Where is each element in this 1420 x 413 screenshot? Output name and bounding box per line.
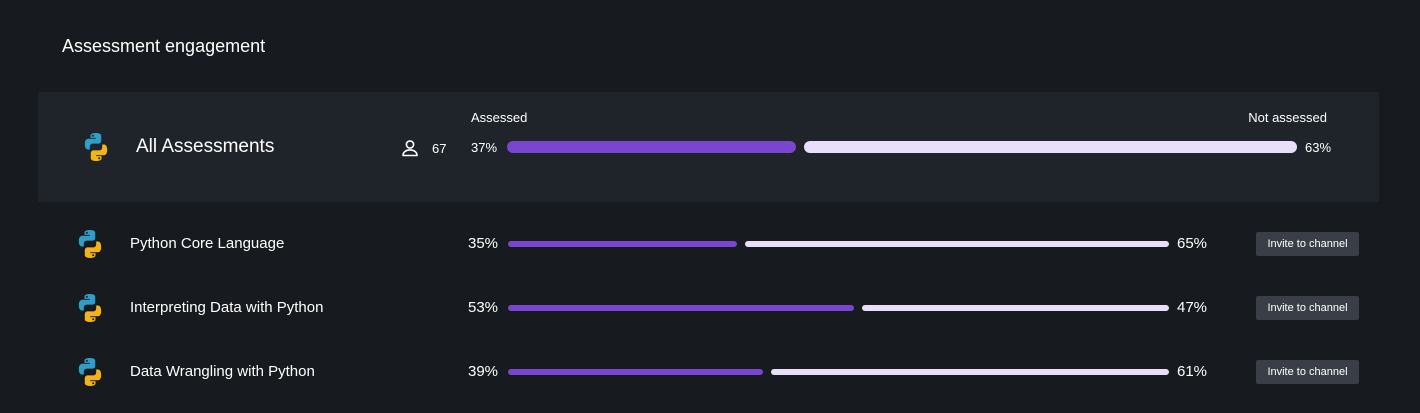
assessment-name: Interpreting Data with Python [130,299,324,316]
assessed-segment [508,305,854,311]
assessed-segment [508,241,737,247]
learner-count-value: 67 [432,140,447,156]
progress-bar [508,369,1169,375]
not-assessed-percent: 63% [1305,140,1332,155]
python-logo-icon [78,294,102,322]
not-assessed-segment [804,141,1297,153]
learner-count: 67 [400,138,446,158]
assessed-percent: 39% [468,363,499,380]
not-assessed-percent: 61% [1177,363,1208,380]
assessed-percent: 37% [471,140,498,155]
progress-bar [508,241,1169,247]
list-item: Interpreting Data with Python 53% 47% In… [0,288,1420,328]
invite-to-channel-button[interactable]: Invite to channel [1256,232,1359,256]
progress-bar [508,305,1169,311]
not-assessed-segment [745,241,1169,247]
not-assessed-label: Not assessed [1248,110,1327,125]
assessed-segment [507,141,796,153]
page-title: Assessment engagement [62,36,266,56]
not-assessed-segment [862,305,1169,311]
person-icon [402,140,418,157]
not-assessed-percent: 47% [1177,299,1208,316]
assessed-label: Assessed [471,110,528,125]
invite-to-channel-button[interactable]: Invite to channel [1256,296,1359,320]
assessed-segment [508,369,763,375]
summary-row-all-assessments: All Assessments 67 Assessed Not assessed… [38,92,1379,202]
assessment-name: All Assessments [136,136,275,157]
python-logo-icon [78,230,102,258]
progress-bar [507,141,1297,153]
not-assessed-percent: 65% [1177,235,1208,252]
python-logo-icon [78,358,102,386]
list-item: Data Wrangling with Python 39% 61% Invit… [0,352,1420,392]
assessed-percent: 53% [468,299,499,316]
assessment-name: Python Core Language [130,235,285,252]
list-item: Python Core Language 35% 65% Invite to c… [0,224,1420,264]
not-assessed-segment [771,369,1169,375]
assessment-name: Data Wrangling with Python [130,363,315,380]
invite-to-channel-button[interactable]: Invite to channel [1256,360,1359,384]
python-logo-icon [84,133,108,161]
assessed-percent: 35% [468,235,499,252]
